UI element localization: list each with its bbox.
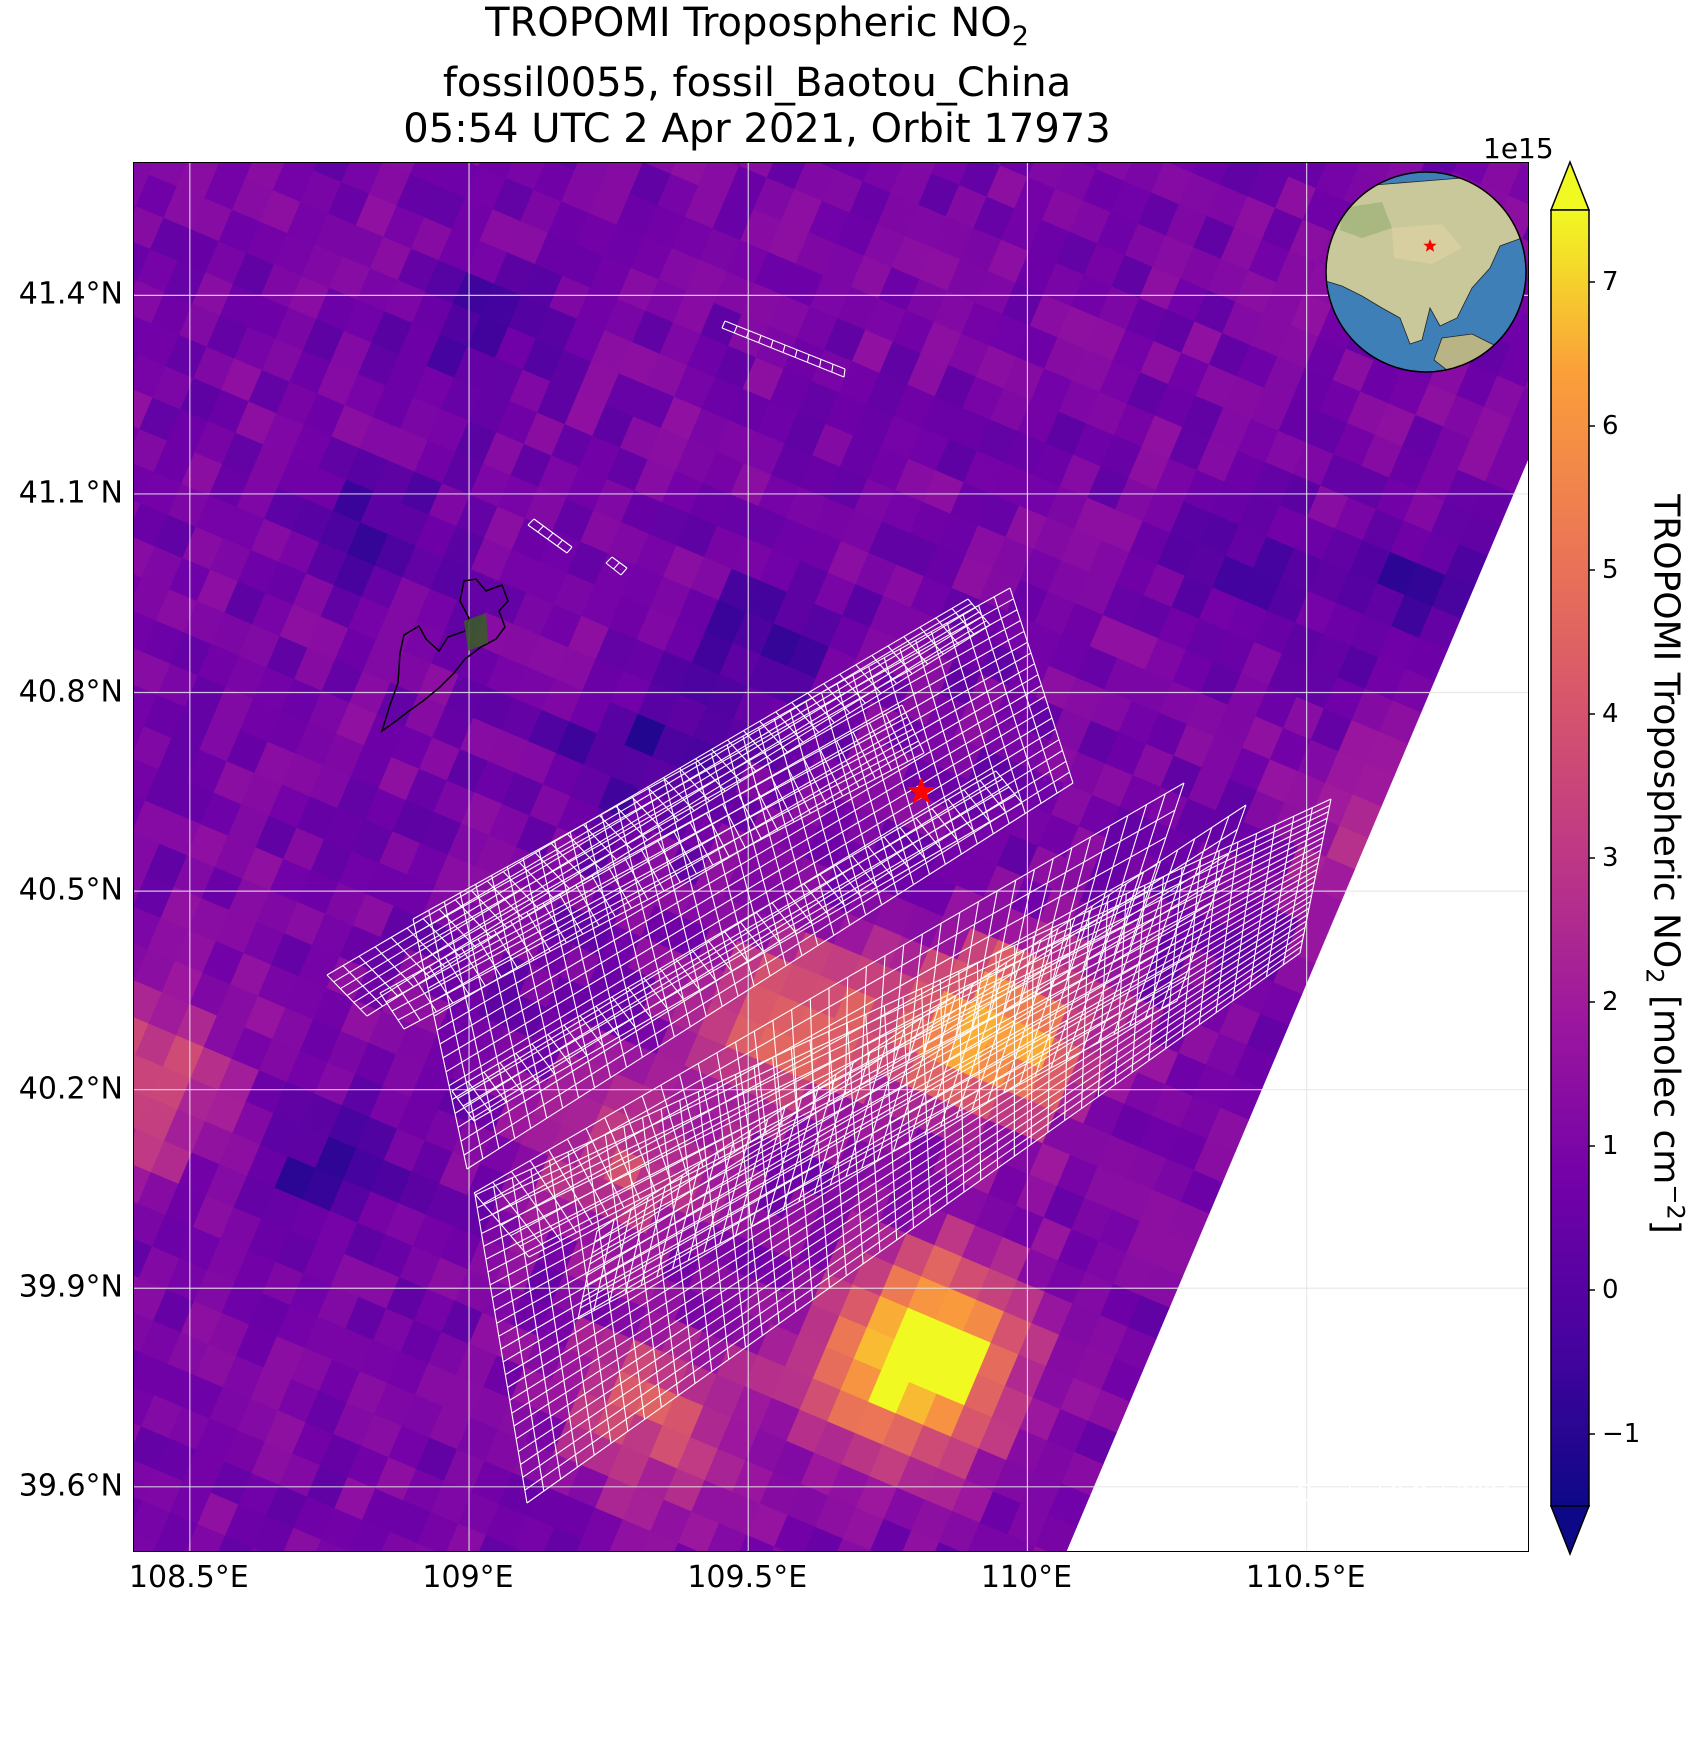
footprint-overlay <box>326 320 1332 1504</box>
colorbar-tick-label: 4 <box>1602 699 1619 729</box>
colorbar-tick-label: 6 <box>1602 411 1619 441</box>
colorbar-tick-label: 3 <box>1602 843 1619 873</box>
lat-tick-label: 39.9°N <box>18 1269 123 1305</box>
colorbar-label: TROPOMI Tropospheric NO2 [molec cm−2] <box>1640 494 1690 1234</box>
map-title: TROPOMI Tropospheric NO2 fossil0055, fos… <box>0 0 1514 152</box>
footprint-swath-south <box>474 798 1332 1504</box>
credit-text: Created 8 Oct 2024 Source: NASA/JPL-Calt… <box>1231 1481 1512 1537</box>
title-line-3: 05:54 UTC 2 Apr 2021, Orbit 17973 <box>403 106 1111 152</box>
colorbar-tick-label: 0 <box>1602 1275 1619 1305</box>
reservoir-outline <box>380 578 509 733</box>
credit-source: Source: NASA/JPL-Caltech <box>1230 1510 1512 1535</box>
footprint-small-strip <box>721 320 846 378</box>
lon-tick-label: 110°E <box>980 1560 1073 1595</box>
footprint-swath-east <box>473 782 1185 1258</box>
colorbar-tick-label: 1 <box>1602 1131 1619 1161</box>
colorbar-tick-label: 5 <box>1602 555 1619 585</box>
lon-tick-label: 109°E <box>422 1560 514 1595</box>
lat-tick-label: 41.4°N <box>18 276 123 312</box>
target-star <box>907 776 936 804</box>
footprint-tiny-strip <box>527 518 573 554</box>
globe-target-star <box>1423 239 1437 252</box>
lon-tick-label: 108.5°E <box>128 1560 249 1595</box>
green-patch <box>464 613 488 651</box>
map-gridlines <box>134 163 1528 1551</box>
lat-tick-label: 41.1°N <box>18 475 123 511</box>
title-line-1: TROPOMI Tropospheric NO2 <box>485 0 1029 52</box>
colorbar <box>1549 159 1595 1557</box>
no2-map-canvas <box>134 163 1528 1551</box>
colorbar-extend-max <box>1549 159 1591 211</box>
footprint-swath-main <box>412 587 1074 1170</box>
colorbar-exponent: 1e15 <box>1483 132 1554 165</box>
colorbar-body <box>1550 209 1590 1507</box>
no2-map[interactable]: Created 8 Oct 2024 Source: NASA/JPL-Calt… <box>133 162 1529 1552</box>
colorbar-tick-label: 2 <box>1602 987 1619 1017</box>
lon-tick-label: 110.5°E <box>1245 1560 1366 1595</box>
colorbar-tick-label: 7 <box>1602 267 1619 297</box>
lat-tick-label: 40.2°N <box>18 1071 123 1107</box>
globe-inset <box>1325 171 1527 373</box>
footprint-tiny-cell <box>605 556 628 576</box>
colorbar-tick-label: −1 <box>1602 1419 1641 1449</box>
colorbar-extend-min <box>1549 1505 1591 1557</box>
lon-tick-label: 109.5°E <box>687 1560 808 1595</box>
no2-pixels <box>134 163 1528 1551</box>
lat-tick-label: 39.6°N <box>18 1468 123 1504</box>
title-line-2: fossil0055, fossil_Baotou_China <box>442 60 1072 106</box>
lat-tick-label: 40.5°N <box>18 872 123 908</box>
lat-tick-label: 40.8°N <box>18 674 123 710</box>
credit-created: Created 8 Oct 2024 <box>1295 1482 1512 1507</box>
